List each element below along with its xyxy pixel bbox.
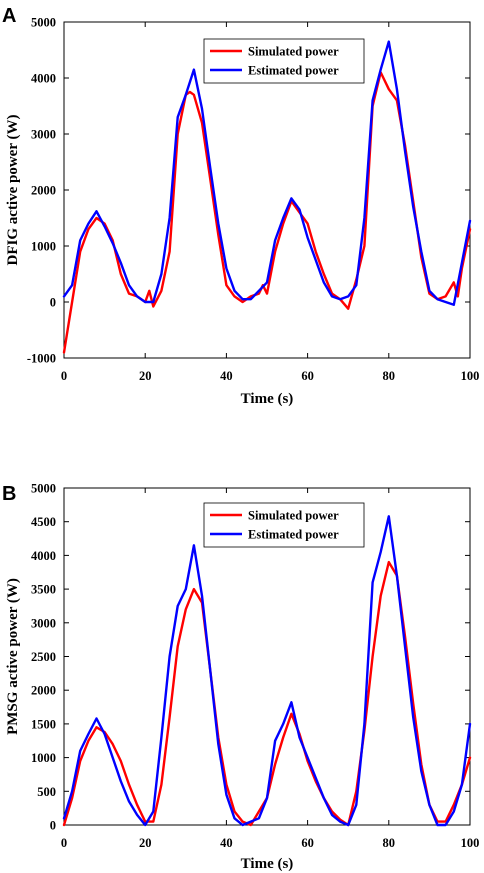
x-tick-label: 40: [220, 836, 233, 850]
x-tick-label: 60: [301, 836, 314, 850]
legend-box: [203, 38, 365, 84]
y-tick-label: 2000: [31, 184, 56, 198]
x-tick-label: 80: [383, 836, 396, 850]
x-tick-label: 0: [61, 836, 67, 850]
series-line-estimated-power: [62, 515, 472, 827]
legend-entry: Simulated power: [248, 45, 339, 59]
legend-entry: Estimated power: [248, 64, 339, 78]
y-axis-label: PMSG active power (W): [5, 578, 21, 735]
y-tick-label: 2500: [31, 650, 56, 664]
x-axis-label: Time (s): [241, 856, 294, 872]
legend-entry: Simulated power: [248, 509, 339, 523]
y-tick-label: 1500: [31, 717, 56, 731]
x-tick-label: 0: [61, 369, 67, 383]
legend: Simulated power Estimated power: [203, 38, 365, 84]
y-tick-label: 3000: [31, 616, 56, 630]
x-tick-label: 60: [301, 369, 314, 383]
y-tick-label: 1000: [31, 751, 56, 765]
y-tick-label: 5000: [31, 482, 56, 496]
y-tick-label: 4000: [31, 72, 56, 86]
y-tick-label: 5000: [31, 16, 56, 30]
panel-letter: B: [2, 483, 16, 505]
y-tick-label: 3500: [31, 583, 56, 597]
x-tick-label: 80: [383, 369, 396, 383]
chart-panel-b: B050010001500200025003000350040004500500…: [2, 482, 479, 873]
legend-entry: Estimated power: [248, 528, 339, 542]
series-line-simulated-power: [62, 71, 472, 354]
x-axis-label: Time (s): [241, 391, 294, 407]
y-axis-label: DFIG active power (W): [5, 115, 21, 266]
series-line-estimated-power: [62, 40, 472, 306]
y-tick-label: 4500: [31, 515, 56, 529]
x-tick-label: 20: [139, 836, 152, 850]
chart-panel-a: A -1000 0 1000 2000 3000 4000 5000 0 20 40 60 80 100 T…: [2, 5, 479, 407]
y-tick-label: 0: [50, 296, 56, 310]
x-tick-label: 20: [139, 369, 152, 383]
legend: Simulated power Estimated power: [203, 502, 365, 548]
x-tick-label: 40: [220, 369, 233, 383]
y-tick-label: 3000: [31, 128, 56, 142]
x-tick-label: 100: [461, 369, 480, 383]
y-tick-label: 500: [37, 785, 56, 799]
series-line-simulated-power: [62, 560, 472, 827]
y-tick-label: 1000: [31, 240, 56, 254]
y-tick-label: -1000: [27, 352, 56, 366]
legend-box: [203, 502, 365, 548]
y-tick-label: 4000: [31, 549, 56, 563]
y-tick-label: 0: [50, 819, 56, 833]
x-tick-label: 100: [461, 836, 480, 850]
panel-letter: A: [2, 5, 16, 27]
y-tick-label: 2000: [31, 684, 56, 698]
